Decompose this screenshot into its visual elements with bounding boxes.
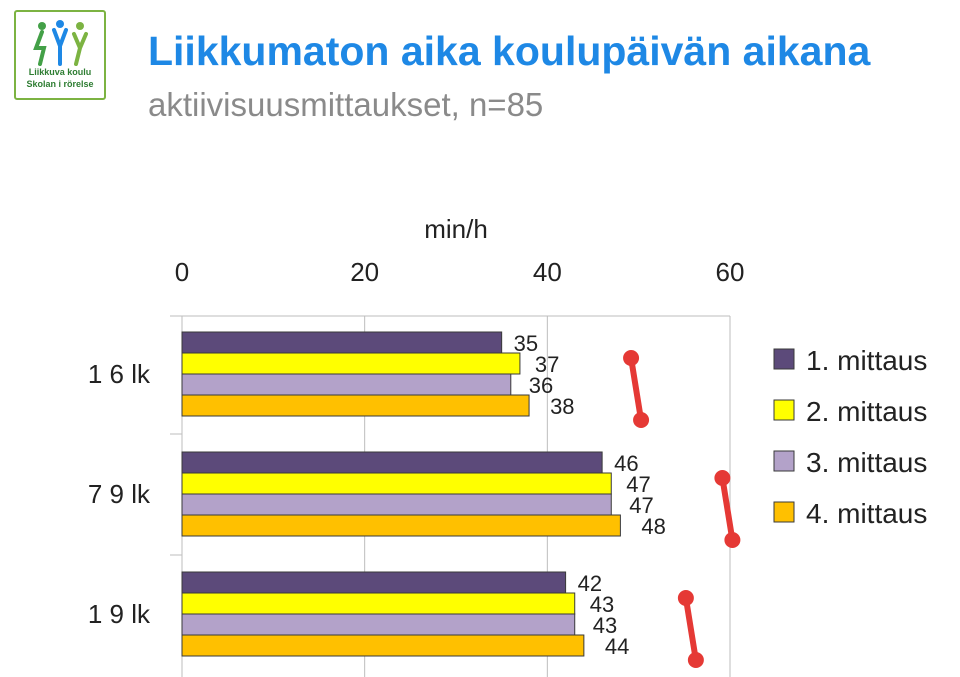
data-label: 47 bbox=[629, 493, 653, 518]
bar bbox=[181, 634, 585, 657]
bar bbox=[181, 472, 612, 495]
bar bbox=[181, 592, 576, 615]
bar bbox=[181, 394, 530, 417]
page-subtitle: aktiivisuusmittaukset, n=85 bbox=[148, 86, 544, 123]
bar bbox=[181, 493, 612, 516]
category-label: 1 6 lk bbox=[88, 359, 151, 389]
bar bbox=[181, 373, 512, 396]
bar bbox=[181, 613, 576, 636]
data-label: 47 bbox=[626, 472, 650, 497]
legend-label: 2. mittaus bbox=[806, 396, 927, 427]
bar bbox=[181, 352, 521, 375]
category-label: 1 9 lk bbox=[88, 599, 151, 629]
data-label: 37 bbox=[535, 352, 559, 377]
logo: Liikkuva koulu Skolan i rörelse bbox=[14, 10, 106, 100]
data-label: 35 bbox=[514, 331, 538, 356]
x-tick-label: 60 bbox=[716, 257, 745, 287]
data-label: 36 bbox=[529, 373, 553, 398]
trend-annotation bbox=[628, 355, 645, 423]
legend-label: 3. mittaus bbox=[806, 447, 927, 478]
data-label: 48 bbox=[641, 514, 665, 539]
data-label: 43 bbox=[593, 613, 617, 638]
logo-line1: Liikkuva koulu bbox=[28, 67, 92, 77]
trend-annotation-end bbox=[687, 652, 704, 668]
legend-label: 1. mittaus bbox=[806, 345, 927, 376]
trend-annotation-start bbox=[714, 470, 731, 486]
trend-annotation-start bbox=[677, 590, 694, 606]
data-label: 38 bbox=[550, 394, 574, 419]
legend-swatch bbox=[773, 348, 795, 370]
x-tick-label: 0 bbox=[175, 257, 189, 287]
bar bbox=[181, 571, 567, 594]
logo-line2: Skolan i rörelse bbox=[26, 79, 94, 89]
bar bbox=[181, 451, 603, 474]
page-title: Liikkumaton aika koulupäivän aikana bbox=[148, 28, 871, 74]
trend-annotation bbox=[719, 475, 736, 543]
legend-swatch bbox=[773, 501, 795, 523]
data-label: 42 bbox=[578, 571, 602, 596]
data-label: 43 bbox=[590, 592, 614, 617]
x-tick-label: 40 bbox=[533, 257, 562, 287]
bar bbox=[181, 331, 503, 354]
trend-annotation bbox=[682, 595, 699, 663]
trend-annotation-end bbox=[633, 412, 650, 428]
data-label: 46 bbox=[614, 451, 638, 476]
x-tick-label: 20 bbox=[350, 257, 379, 287]
trend-annotation-end bbox=[724, 532, 741, 548]
legend-swatch bbox=[773, 450, 795, 472]
data-label: 44 bbox=[605, 634, 629, 659]
logo-figures-icon bbox=[33, 20, 88, 66]
x-axis-label: min/h bbox=[424, 214, 488, 244]
category-label: 7 9 lk bbox=[88, 479, 151, 509]
trend-annotation-start bbox=[623, 350, 640, 366]
legend-swatch bbox=[773, 399, 795, 421]
legend-label: 4. mittaus bbox=[806, 498, 927, 529]
bar bbox=[181, 514, 621, 537]
